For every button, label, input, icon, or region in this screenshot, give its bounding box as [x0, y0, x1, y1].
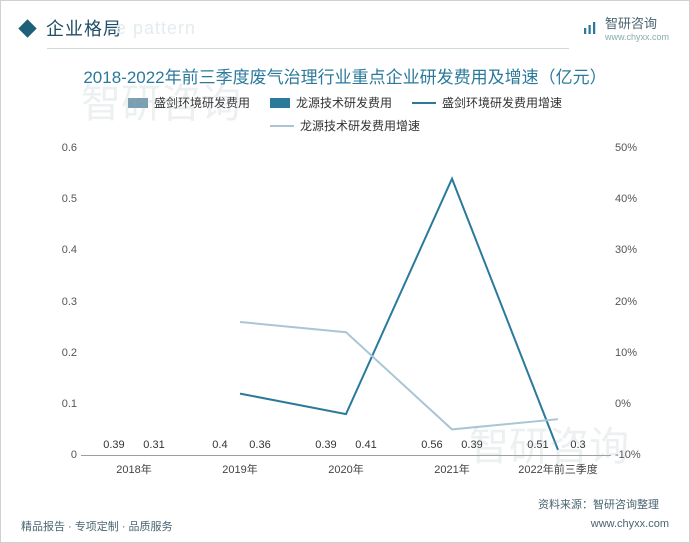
chart-legend: 盛剑环境研发费用 龙源技术研发费用 盛剑环境研发费用增速龙源技术研发费用增速 — [105, 94, 585, 134]
brand-block: 智研咨询 www.chyxx.com — [581, 13, 669, 42]
legend-item: 盛剑环境研发费用 — [128, 94, 250, 111]
legend-label: 盛剑环境研发费用增速 — [442, 94, 562, 111]
x-category-label: 2019年 — [222, 461, 257, 477]
y-right-tick: 20% — [615, 296, 653, 308]
y-right-tick: 30% — [615, 244, 653, 256]
y-left-tick: 0.5 — [47, 193, 77, 205]
diamond-icon — [18, 19, 36, 37]
bar-value-label: 0.36 — [249, 439, 270, 451]
source-note: 资料来源：智研咨询整理 — [538, 496, 659, 512]
bar-value-label: 0.31 — [143, 439, 164, 451]
bar-value-label: 0.39 — [103, 439, 124, 451]
section-title-en: e pattern — [116, 18, 196, 39]
bar-value-label: 0.4 — [212, 439, 227, 451]
footer-right: www.chyxx.com — [591, 518, 669, 534]
x-category-label: 2021年 — [434, 461, 469, 477]
x-category-label: 2020年 — [328, 461, 363, 477]
plot-area: 00.10.20.30.40.50.6-10%0%10%20%30%40%50%… — [81, 148, 611, 456]
y-left-tick: 0.2 — [47, 347, 77, 359]
legend-item: 龙源技术研发费用 — [270, 94, 392, 111]
y-right-tick: 50% — [615, 142, 653, 154]
y-left-tick: 0.3 — [47, 296, 77, 308]
legend-item: 龙源技术研发费用增速 — [270, 117, 420, 134]
y-left-tick: 0.1 — [47, 398, 77, 410]
legend-label: 龙源技术研发费用增速 — [300, 117, 420, 134]
chart-area: 0 0.1 0.2 0.3 0.4 0.5 0.6 -10% 0% 10% 20% 30% 40% 50%… — [45, 138, 655, 488]
y-left-tick: 0 — [47, 449, 77, 461]
bar-value-label: 0.51 — [527, 439, 548, 451]
y-right-tick: 40% — [615, 193, 653, 205]
y-left-tick: 0.6 — [47, 142, 77, 154]
y-right-tick: 10% — [615, 347, 653, 359]
legend-swatch — [128, 98, 148, 108]
legend-label: 盛剑环境研发费用 — [154, 94, 250, 111]
y-right-tick: 0% — [615, 398, 653, 410]
footer-left: 精品报告 · 专项定制 · 品质服务 — [21, 518, 173, 534]
bar-value-label: 0.39 — [461, 439, 482, 451]
header-rule — [47, 48, 569, 49]
y-right-tick: -10% — [615, 449, 653, 461]
y-left-tick: 0.4 — [47, 244, 77, 256]
chart-title: 2018-2022年前三季度废气治理行业重点企业研发费用及增速（亿元） — [11, 63, 679, 88]
line-layer — [81, 148, 611, 455]
legend-item: 盛剑环境研发费用增速 — [412, 94, 562, 111]
brand-icon — [581, 19, 599, 37]
x-category-label: 2022年前三季度 — [518, 461, 597, 477]
legend-swatch — [412, 102, 436, 104]
bar-value-label: 0.41 — [355, 439, 376, 451]
legend-swatch — [270, 125, 294, 127]
bar-value-label: 0.56 — [421, 439, 442, 451]
x-category-label: 2018年 — [116, 461, 151, 477]
legend-label: 龙源技术研发费用 — [296, 94, 392, 111]
bar-value-label: 0.39 — [315, 439, 336, 451]
bar-value-label: 0.3 — [570, 439, 585, 451]
trend-line — [240, 322, 558, 429]
legend-swatch — [270, 98, 290, 108]
section-title: 企业格局 — [46, 15, 122, 41]
trend-line — [240, 179, 558, 450]
brand-name: 智研咨询 — [605, 13, 669, 32]
brand-url: www.chyxx.com — [605, 32, 669, 42]
